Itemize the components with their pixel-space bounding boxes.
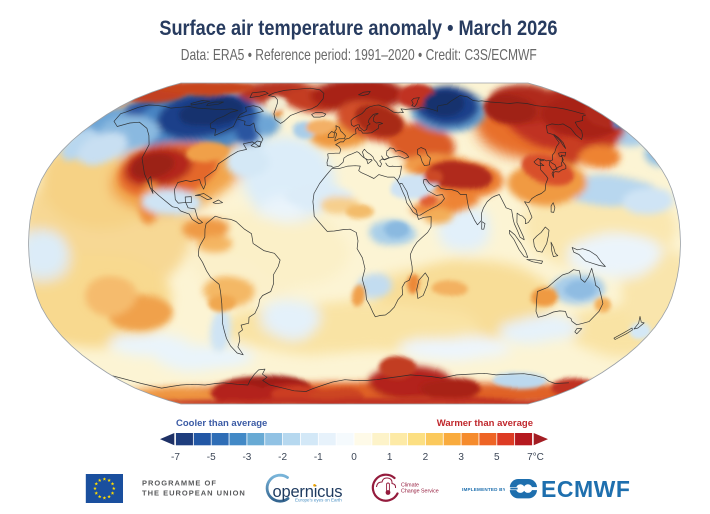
svg-text:ECMWF: ECMWF (541, 476, 630, 502)
svg-text:Cooler than average: Cooler than average (176, 418, 267, 429)
svg-text:-5: -5 (207, 452, 216, 463)
svg-text:-1: -1 (314, 452, 323, 463)
svg-text:-7: -7 (171, 452, 180, 463)
svg-text:7°C: 7°C (527, 452, 544, 463)
svg-text:opernicus: opernicus (273, 483, 343, 501)
svg-text:2: 2 (423, 452, 429, 463)
svg-text:-3: -3 (242, 452, 251, 463)
svg-text:5: 5 (494, 452, 500, 463)
svg-text:1: 1 (387, 452, 393, 463)
svg-text:Climate: Climate (401, 483, 419, 489)
svg-text:Warmer than average: Warmer than average (437, 418, 533, 429)
svg-text:THE EUROPEAN UNION: THE EUROPEAN UNION (142, 489, 246, 498)
svg-text:Europe’s eyes on Earth: Europe’s eyes on Earth (295, 498, 342, 503)
svg-text:3: 3 (458, 452, 464, 463)
svg-text:Change Service: Change Service (401, 489, 439, 495)
svg-text:0: 0 (351, 452, 357, 463)
svg-text:PROGRAMME OF: PROGRAMME OF (142, 479, 217, 488)
svg-text:IMPLEMENTED BY: IMPLEMENTED BY (462, 487, 506, 492)
svg-text:-2: -2 (278, 452, 287, 463)
